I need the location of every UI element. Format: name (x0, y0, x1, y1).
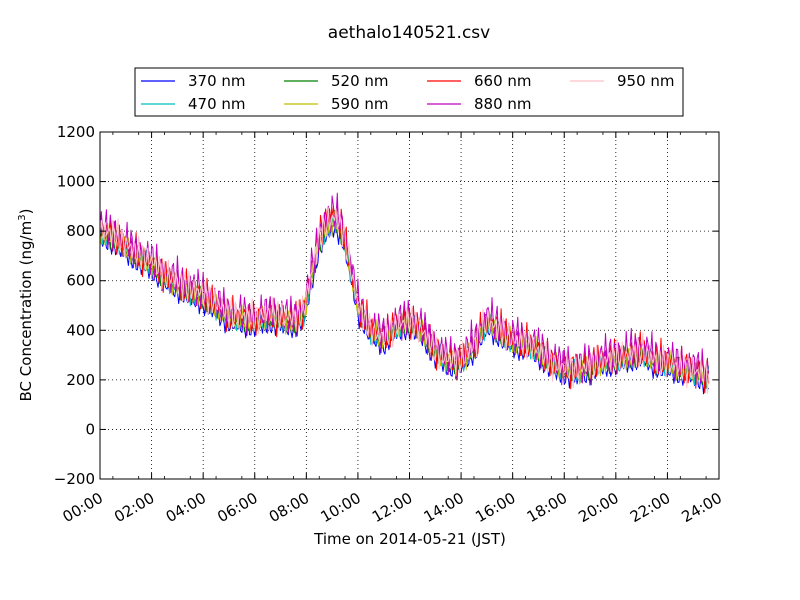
y-tick-label: 200 (66, 371, 95, 389)
y-tick-label: 800 (66, 222, 95, 240)
legend-label: 660 nm (474, 72, 532, 90)
series-line-950-nm (99, 207, 710, 394)
legend-label: 520 nm (331, 72, 389, 90)
legend-items: 370 nm 470 nm 520 nm 590 nm 660 nm 880 nm 950 … (141, 72, 675, 113)
legend-label: 370 nm (188, 72, 246, 90)
y-tick-label: 600 (66, 272, 95, 290)
x-axis-label: Time on 2014-05-21 (JST) (313, 530, 506, 548)
ticks (99, 131, 720, 480)
legend-label: 590 nm (331, 95, 389, 113)
y-axis-label: BC Concentration (ng/m3) (17, 209, 35, 402)
y-tick-label: 1200 (57, 123, 95, 141)
legend-frame (134, 67, 684, 117)
legend-label: 950 nm (617, 72, 675, 90)
series-line-880-nm (99, 192, 710, 389)
legend-label: 880 nm (474, 95, 532, 113)
legend-label: 470 nm (188, 95, 246, 113)
y-axis-label-main: BC Concentration (ng/m (17, 221, 35, 402)
y-axis-label-close: ) (17, 209, 35, 215)
y-tick-label: 400 (66, 321, 95, 339)
y-tick-label: 0 (85, 420, 95, 438)
y-tick-labels: −200 0 200 400 600 800 1000 1200 (54, 123, 95, 488)
chart-title: aethalo140521.csv (328, 23, 490, 43)
y-axis-label-superscript: 3 (17, 214, 28, 220)
series-layer (99, 192, 710, 395)
y-tick-label: 1000 (57, 173, 95, 191)
legend: 370 nm 470 nm 520 nm 590 nm 660 nm 880 nm 950 … (134, 67, 684, 117)
y-tick-label: −200 (54, 470, 95, 488)
